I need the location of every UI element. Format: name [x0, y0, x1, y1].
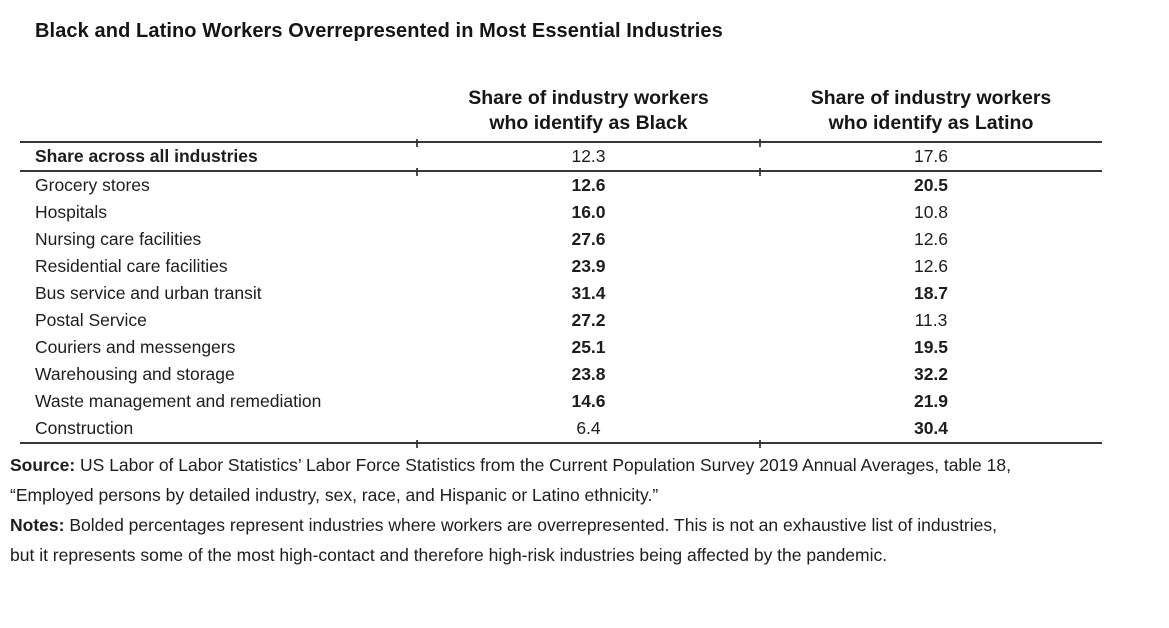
column-divider-tick: [759, 168, 761, 176]
industry-label: Waste management and remediation: [35, 391, 322, 411]
source-line-1: Source: US Labor of Labor Statistics’ La…: [10, 450, 1162, 480]
source-label: Source:: [10, 455, 76, 475]
table-row: Warehousing and storage 23.8 32.2: [20, 361, 1102, 388]
header-industry-blank: [20, 86, 417, 142]
black-share-value: 6.4: [576, 418, 601, 438]
industry-label: Construction: [35, 418, 134, 438]
latino-share-value: 10.8: [913, 202, 949, 222]
industry-label: Postal Service: [35, 310, 147, 330]
latino-share-value: 30.4: [913, 418, 949, 438]
black-share-value: 31.4: [571, 283, 606, 303]
header-black-share: Share of industry workers who identify a…: [468, 87, 709, 134]
column-divider-tick: [759, 440, 761, 448]
notes-text: Bolded percentages represent industries …: [69, 515, 997, 535]
column-divider-tick: [416, 139, 418, 147]
table-body: Share across all industries 12.3 17.6 Gr…: [20, 143, 1102, 444]
black-share-value: 27.2: [571, 310, 606, 330]
table-row: Construction 6.4 30.4: [20, 415, 1102, 442]
black-share-value: 12.6: [571, 175, 606, 195]
table-row: Waste management and remediation 14.6 21…: [20, 388, 1102, 415]
latino-share-value: 21.9: [913, 391, 949, 411]
latino-share-value: 18.7: [913, 283, 949, 303]
column-divider-tick: [416, 440, 418, 448]
page-title: Black and Latino Workers Overrepresented…: [35, 20, 723, 42]
notes-line-1: Notes: Bolded percentages represent indu…: [10, 510, 1162, 540]
industry-label: Residential care facilities: [35, 256, 228, 276]
latino-share-value: 11.3: [914, 310, 948, 330]
header-latino-share: Share of industry workers who identify a…: [810, 87, 1052, 134]
industry-label: Nursing care facilities: [35, 229, 202, 249]
table-row: Grocery stores 12.6 20.5: [20, 172, 1102, 199]
source-line-2: “Employed persons by detailed industry, …: [10, 485, 659, 505]
latino-share-value: 19.5: [913, 337, 949, 357]
column-divider-tick: [759, 139, 761, 147]
data-table: Share of industry workers who identify a…: [20, 86, 1102, 448]
table-row: Postal Service 27.2 11.3: [20, 307, 1102, 334]
black-share-value: 25.1: [571, 337, 606, 357]
column-divider-tick: [416, 168, 418, 176]
black-share-value: 12.3: [571, 146, 606, 166]
latino-share-value: 32.2: [913, 364, 949, 384]
latino-share-value: 12.6: [913, 229, 949, 249]
table-row: Hospitals 16.0 10.8: [20, 199, 1102, 226]
table-header-row: Share of industry workers who identify a…: [20, 86, 1102, 143]
industry-label: Bus service and urban transit: [35, 283, 262, 303]
table-row: Bus service and urban transit 31.4 18.7: [20, 280, 1102, 307]
black-share-value: 23.8: [571, 364, 606, 384]
latino-share-value: 12.6: [913, 256, 949, 276]
industry-label: Hospitals: [35, 202, 107, 222]
industry-label: Couriers and messengers: [35, 337, 236, 357]
table-row: Nursing care facilities 27.6 12.6: [20, 226, 1102, 253]
black-share-value: 27.6: [571, 229, 606, 249]
figure-footnotes: Source: US Labor of Labor Statistics’ La…: [10, 450, 1162, 570]
table-row: Share across all industries 12.3 17.6: [20, 143, 1102, 172]
black-share-value: 23.9: [571, 256, 606, 276]
notes-label: Notes:: [10, 515, 65, 535]
industry-label: Grocery stores: [35, 175, 150, 195]
table-row: Couriers and messengers 25.1 19.5: [20, 334, 1102, 361]
latino-share-value: 20.5: [913, 175, 949, 195]
latino-share-value: 17.6: [913, 146, 949, 166]
black-share-value: 16.0: [571, 202, 606, 222]
source-text: US Labor of Labor Statistics’ Labor Forc…: [80, 455, 1011, 475]
industry-label: Warehousing and storage: [35, 364, 235, 384]
industry-label: Share across all industries: [35, 146, 258, 166]
table-row: Residential care facilities 23.9 12.6: [20, 253, 1102, 280]
black-share-value: 14.6: [571, 391, 606, 411]
notes-line-2: but it represents some of the most high-…: [10, 545, 888, 565]
